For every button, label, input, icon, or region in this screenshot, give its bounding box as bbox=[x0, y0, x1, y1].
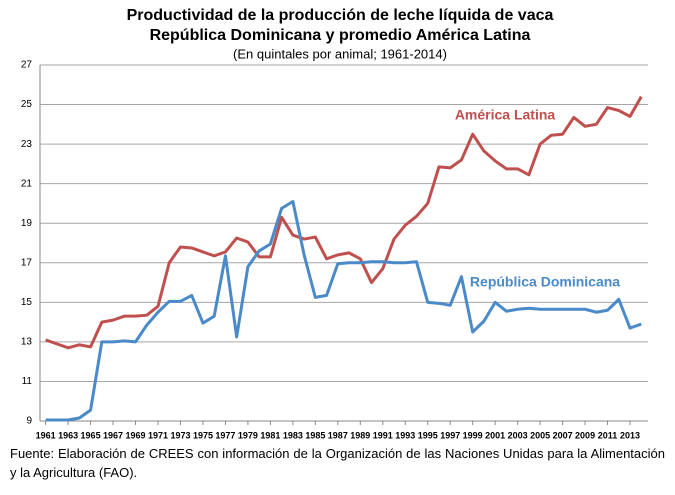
x-tick-label: 1989 bbox=[350, 430, 370, 440]
x-tick-label: 1999 bbox=[463, 430, 483, 440]
y-tick-label: 13 bbox=[21, 337, 33, 348]
chart-title: República Dominicana y promedio América … bbox=[150, 27, 531, 44]
x-tick-label: 1995 bbox=[418, 430, 438, 440]
x-tick-label: 1981 bbox=[260, 430, 280, 440]
y-tick-label: 23 bbox=[21, 139, 33, 150]
x-tick-label: 1975 bbox=[193, 430, 213, 440]
y-tick-label: 11 bbox=[22, 376, 33, 387]
x-tick-label: 1965 bbox=[81, 430, 101, 440]
y-tick-label: 27 bbox=[21, 60, 33, 71]
y-tick-label: 17 bbox=[21, 257, 33, 268]
x-tick-label: 2009 bbox=[575, 430, 595, 440]
series-line bbox=[45, 199, 642, 422]
x-tick-label: 2007 bbox=[553, 430, 573, 440]
x-tick-label: 1973 bbox=[170, 430, 190, 440]
x-tick-label: 1961 bbox=[36, 430, 56, 440]
x-tick-label: 1967 bbox=[103, 430, 123, 440]
x-tick-label: 1971 bbox=[148, 430, 168, 440]
x-tick-label: 1991 bbox=[373, 430, 393, 440]
x-tick-label: 1977 bbox=[215, 430, 235, 440]
chart: Productividad de la producción de leche … bbox=[21, 7, 648, 440]
y-tick-label: 21 bbox=[21, 178, 33, 189]
x-tick-label: 2013 bbox=[620, 430, 640, 440]
y-tick-label: 25 bbox=[21, 99, 33, 110]
y-tick-label: 15 bbox=[21, 297, 33, 308]
x-tick-label: 2005 bbox=[530, 430, 550, 440]
x-tick-label: 2003 bbox=[508, 430, 528, 440]
x-tick-label: 1997 bbox=[440, 430, 460, 440]
series-label: América Latina bbox=[455, 107, 556, 123]
x-tick-label: 1983 bbox=[283, 430, 303, 440]
series-label: República Dominicana bbox=[470, 274, 620, 290]
series-line bbox=[45, 95, 643, 350]
x-tick-label: 1969 bbox=[126, 430, 146, 440]
x-tick-label: 1987 bbox=[328, 430, 348, 440]
source-note: Fuente: Elaboración de CREES con informa… bbox=[10, 446, 665, 480]
chart-subtitle: (En quintales por animal; 1961-2014) bbox=[233, 46, 447, 61]
x-tick-label: 2011 bbox=[598, 430, 618, 440]
x-tick-label: 1993 bbox=[395, 430, 415, 440]
chart-title: Productividad de la producción de leche … bbox=[127, 7, 554, 24]
y-tick-label: 9 bbox=[26, 416, 32, 427]
x-tick-label: 1979 bbox=[238, 430, 258, 440]
x-tick-label: 1985 bbox=[305, 430, 325, 440]
x-tick-label: 1963 bbox=[58, 430, 78, 440]
y-tick-label: 19 bbox=[21, 218, 33, 229]
x-tick-label: 2001 bbox=[485, 430, 505, 440]
